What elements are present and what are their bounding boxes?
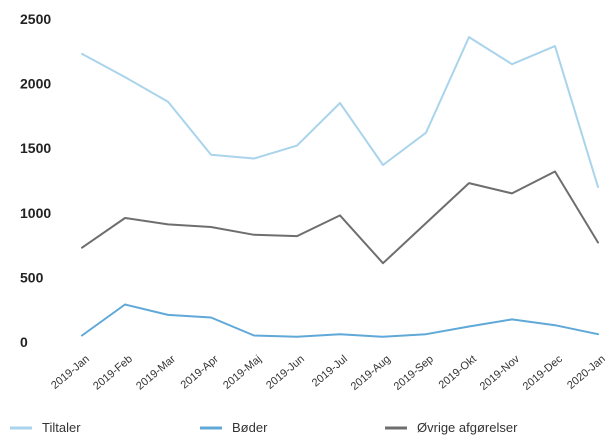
legend-label: Bøder xyxy=(232,420,268,435)
x-tick-label: 2019-Jul xyxy=(310,353,350,389)
series-line-0 xyxy=(81,36,599,188)
x-tick-label: 2019-Apr xyxy=(179,353,222,391)
x-tick-label: 2019-Okt xyxy=(437,353,479,391)
y-tick-label: 500 xyxy=(20,269,44,285)
legend: Tiltaler Bøder Øvrige afgørelser xyxy=(10,420,518,435)
x-tick-label: 2019-Jun xyxy=(264,353,307,392)
y-tick-label: 1000 xyxy=(20,205,51,221)
x-axis-ticks: 2019-Jan 2019-Feb 2019-Mar 2019-Apr 2019-Maj… xyxy=(49,353,605,393)
y-tick-label: 2000 xyxy=(20,76,51,92)
x-tick-label: 2019-Maj xyxy=(221,353,264,392)
series-line-1 xyxy=(81,303,599,338)
legend-label: Øvrige afgørelser xyxy=(417,420,518,435)
x-tick-label: 2019-Aug xyxy=(349,353,393,393)
y-tick-label: 1500 xyxy=(20,140,51,156)
x-tick-label: 2019-Feb xyxy=(91,353,135,392)
x-tick-label: 2019-Nov xyxy=(478,353,523,393)
x-tick-label: 2019-Dec xyxy=(521,353,566,393)
y-tick-label: 2500 xyxy=(20,11,51,27)
x-tick-label: 2019-Jan xyxy=(49,353,92,392)
series-line-2 xyxy=(81,170,599,265)
series-lines xyxy=(81,36,599,338)
y-tick-label: 0 xyxy=(20,334,28,350)
x-tick-label: 2020-Jan xyxy=(565,353,605,392)
x-tick-label: 2019-Sep xyxy=(392,353,436,393)
y-axis-ticks: 0 500 1000 1500 2000 2500 xyxy=(20,11,51,350)
legend-label: Tiltaler xyxy=(42,420,81,435)
x-tick-label: 2019-Mar xyxy=(134,353,178,393)
